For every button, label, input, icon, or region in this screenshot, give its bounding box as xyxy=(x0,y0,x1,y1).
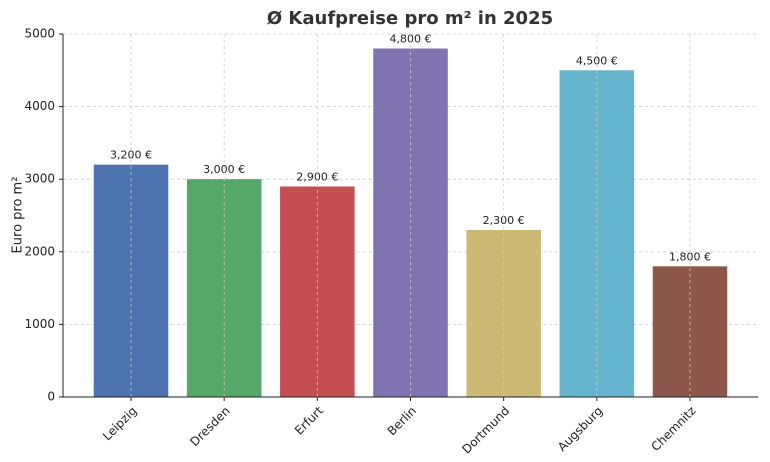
y-tick-label: 3000 xyxy=(24,172,55,186)
value-label: 4,800 € xyxy=(390,33,432,46)
x-tick-label: Leipzig xyxy=(100,404,140,444)
value-label: 3,000 € xyxy=(203,163,245,176)
y-axis-label: Euro pro m² xyxy=(11,177,26,254)
x-tick-label: Berlin xyxy=(385,404,420,439)
chart-title: Ø Kaufpreise pro m² in 2025 xyxy=(267,8,553,29)
value-label: 2,900 € xyxy=(296,170,338,183)
x-tick-label: Erfurt xyxy=(292,403,326,437)
x-tick-label: Augsburg xyxy=(555,404,605,454)
x-tick-label: Dresden xyxy=(187,404,232,449)
y-tick-label: 5000 xyxy=(24,27,55,41)
y-tick-label: 0 xyxy=(47,390,55,404)
y-tick-label: 2000 xyxy=(24,244,55,258)
y-tick-label: 1000 xyxy=(24,317,55,331)
x-tick-label: Chemnitz xyxy=(648,404,698,454)
x-tick-label: Dortmund xyxy=(459,404,512,457)
y-tick-label: 4000 xyxy=(24,99,55,113)
